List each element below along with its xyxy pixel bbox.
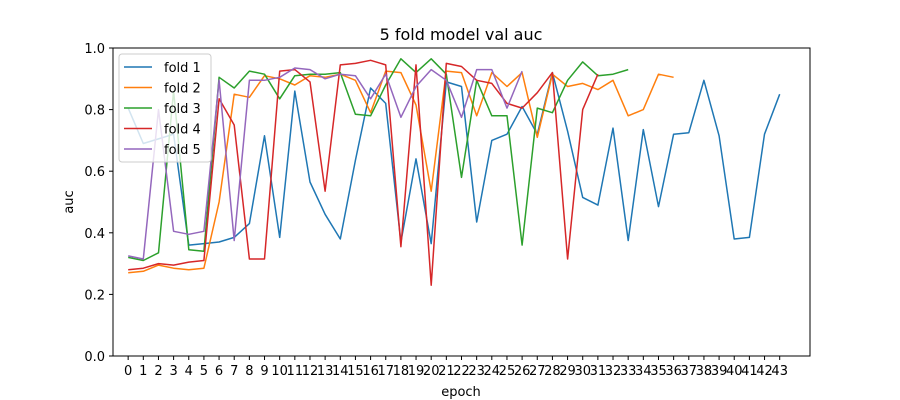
series-line-fold-5 <box>128 67 523 260</box>
x-tick-label: 12 <box>302 364 319 379</box>
series-line-fold-3 <box>128 58 629 262</box>
legend-label-fold-5: fold 5 <box>164 143 201 158</box>
x-tick-label: 41 <box>741 364 758 379</box>
x-tick-label: 18 <box>393 364 410 379</box>
x-tick-label: 0 <box>124 364 132 379</box>
x-tick-label: 23 <box>468 364 485 379</box>
x-tick-label: 21 <box>438 364 455 379</box>
y-axis-label: auc <box>62 190 77 213</box>
x-tick-label: 16 <box>362 364 379 379</box>
x-tick-label: 43 <box>771 364 788 379</box>
x-tick-label: 3 <box>169 364 177 379</box>
x-tick-label: 1 <box>139 364 147 379</box>
x-tick-label: 39 <box>711 364 728 379</box>
y-tick-label: 0.6 <box>84 165 105 180</box>
x-tick-label: 25 <box>499 364 516 379</box>
x-tick-label: 13 <box>317 364 334 379</box>
chart-title: 5 fold model val auc <box>380 25 543 44</box>
series-line-fold-2 <box>128 70 674 274</box>
series-lines <box>127 58 781 286</box>
y-tick-label: 0.8 <box>84 104 105 119</box>
x-tick-label: 32 <box>605 364 622 379</box>
x-tick-label: 42 <box>756 364 773 379</box>
x-tick-label: 22 <box>453 364 470 379</box>
x-tick-label: 36 <box>665 364 682 379</box>
legend: fold 1 fold 2 fold 3 fold 4 fold 5 <box>118 53 212 163</box>
x-tick-label: 38 <box>696 364 713 379</box>
x-tick-label: 19 <box>408 364 425 379</box>
x-tick-label: 33 <box>620 364 637 379</box>
legend-box <box>118 53 212 163</box>
y-tick-label: 0.4 <box>84 227 105 242</box>
y-tick-label: 0.0 <box>84 350 105 365</box>
x-tick-label: 28 <box>544 364 561 379</box>
y-tick-label: 0.2 <box>84 288 105 303</box>
legend-label-fold-2: fold 2 <box>164 82 201 97</box>
x-tick-label: 10 <box>271 364 288 379</box>
x-axis-ticks: 0 1 2 3 4 5 6 7 8 9 101112131415161718192021222324… <box>124 356 788 379</box>
legend-label-fold-1: fold 1 <box>164 61 201 76</box>
x-tick-label: 40 <box>726 364 743 379</box>
x-tick-label: 30 <box>574 364 591 379</box>
x-tick-label: 34 <box>635 364 652 379</box>
x-tick-label: 8 <box>245 364 253 379</box>
x-tick-label: 35 <box>650 364 667 379</box>
x-tick-label: 27 <box>529 364 546 379</box>
x-axis-label: epoch <box>441 385 481 400</box>
x-tick-label: 6 <box>215 364 223 379</box>
y-axis-ticks: 0.0 0.2 0.4 0.6 0.8 1.0 <box>84 42 113 365</box>
legend-label-fold-3: fold 3 <box>164 102 201 117</box>
x-tick-label: 17 <box>377 364 394 379</box>
legend-label-fold-4: fold 4 <box>164 123 201 138</box>
x-tick-label: 15 <box>347 364 364 379</box>
x-tick-label: 26 <box>514 364 531 379</box>
x-tick-label: 2 <box>154 364 162 379</box>
x-tick-label: 7 <box>230 364 238 379</box>
x-tick-label: 9 <box>260 364 268 379</box>
x-tick-label: 24 <box>484 364 501 379</box>
y-tick-label: 1.0 <box>84 42 105 57</box>
x-tick-label: 31 <box>590 364 607 379</box>
x-tick-label: 5 <box>200 364 208 379</box>
x-tick-label: 29 <box>559 364 576 379</box>
x-tick-label: 20 <box>423 364 440 379</box>
series-line-fold-4 <box>128 59 599 286</box>
x-tick-label: 37 <box>681 364 698 379</box>
x-tick-label: 11 <box>287 364 304 379</box>
x-tick-label: 4 <box>185 364 193 379</box>
series-line-fold-1 <box>127 71 781 246</box>
x-tick-label: 14 <box>332 364 349 379</box>
